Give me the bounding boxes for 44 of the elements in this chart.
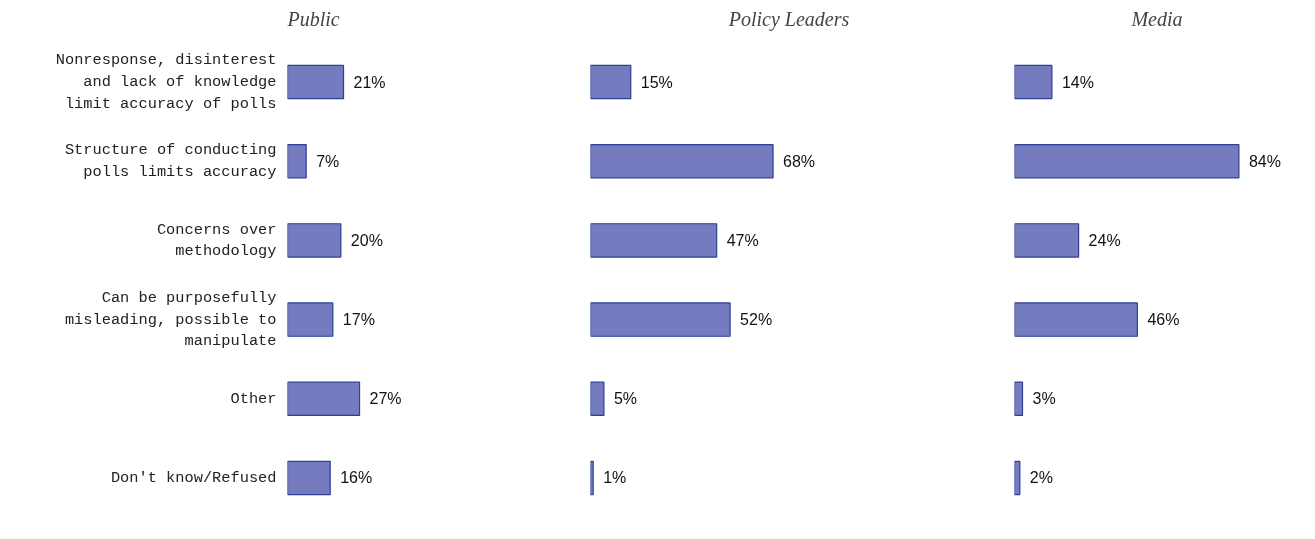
data-label: 52%: [740, 311, 773, 329]
data-label: 2%: [1029, 469, 1053, 487]
y-tick-label: Nonresponse, disinterest and lack of knowledge limit accuracy of polls: [55, 51, 277, 113]
bar: [590, 143, 774, 179]
data-label: 5%: [613, 390, 638, 408]
data-label: 84%: [1248, 152, 1281, 170]
bar: [1014, 302, 1138, 337]
bar: [287, 381, 361, 417]
bar: [287, 223, 342, 258]
data-label: 1%: [603, 469, 627, 487]
data-label: 24%: [1088, 231, 1121, 249]
bar: [1014, 64, 1053, 100]
bar: [287, 64, 345, 100]
bar: [590, 302, 731, 337]
bar: [1014, 223, 1080, 258]
data-label: 3%: [1032, 390, 1056, 408]
bar: [1014, 143, 1240, 179]
data-label: 68%: [783, 152, 816, 170]
chart-title: Media: [1130, 7, 1183, 30]
bar: [590, 64, 632, 100]
data-label: 20%: [350, 231, 383, 249]
bar: [590, 381, 605, 417]
data-label: 17%: [342, 311, 375, 329]
bar: [590, 460, 594, 496]
y-tick-label: Can be purposefully misleading, possible to manipulate: [64, 289, 277, 351]
y-tick-label: Structure of conducting polls limits accuracy: [64, 141, 277, 182]
data-label: 14%: [1061, 73, 1094, 91]
bar: [287, 302, 334, 337]
data-label: 27%: [369, 390, 402, 408]
y-tick-label: Concerns over methodology: [156, 220, 277, 261]
bar: [287, 460, 331, 496]
y-tick-label: Don't know/Refused: [110, 468, 277, 487]
data-label: 16%: [340, 469, 373, 487]
bar: [287, 143, 307, 179]
data-label: 15%: [640, 73, 673, 91]
data-label: 47%: [726, 231, 759, 249]
y-tick-label: Other: [230, 389, 277, 408]
data-label: 7%: [316, 152, 340, 170]
bar: [590, 223, 718, 258]
chart-title: Policy Leaders: [727, 7, 850, 31]
data-label: 46%: [1147, 311, 1180, 329]
data-label: 21%: [353, 73, 386, 91]
chart-title: Public: [286, 7, 340, 30]
bar: [1014, 381, 1024, 417]
